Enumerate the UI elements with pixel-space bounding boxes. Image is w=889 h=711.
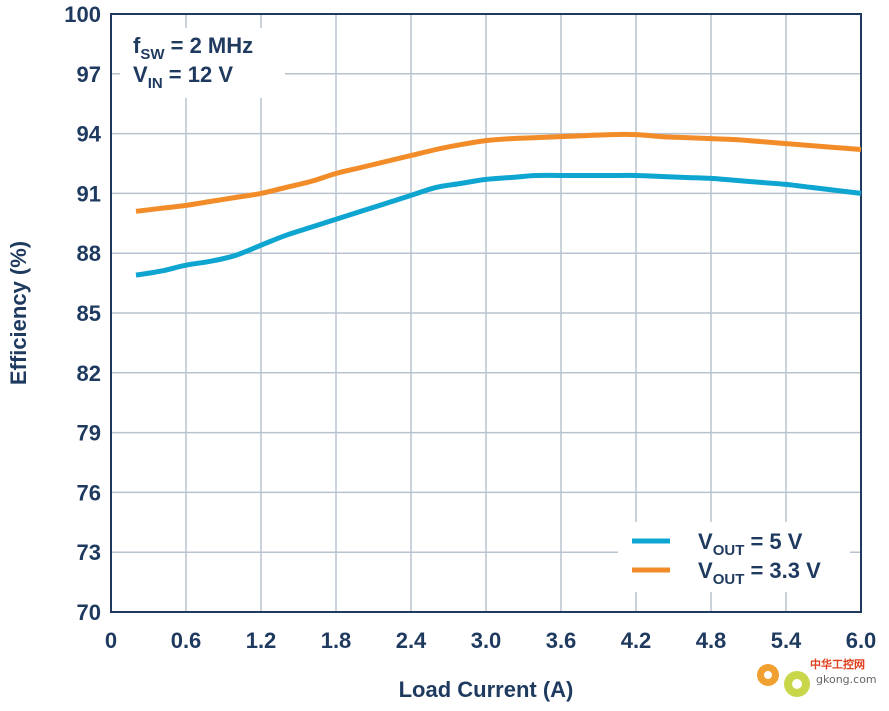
y-tick-label: 100 — [64, 2, 101, 27]
y-tick-label: 88 — [77, 241, 101, 266]
y-tick-label: 97 — [77, 62, 101, 87]
series-line-vout-3v3 — [135, 131, 862, 214]
plot-frame — [110, 13, 862, 613]
y-tick-label: 73 — [77, 540, 101, 565]
y-axis-title: Efficiency (%) — [6, 241, 31, 385]
x-axis-ticks: 0 0.6 1.2 1.8 2.4 3.0 3.6 4.2 4.8 5.4 6.0 — [105, 628, 876, 653]
watermark-cn-text: 中华工控网 — [810, 657, 865, 671]
annotation-vin: VIN = 12 V — [133, 62, 233, 92]
y-tick-label: 76 — [77, 480, 101, 505]
annotation-background — [120, 28, 285, 98]
y-tick-label: 85 — [77, 301, 101, 326]
legend-background — [618, 522, 850, 592]
x-tick-label: 1.2 — [246, 628, 277, 653]
y-tick-label: 91 — [77, 181, 101, 206]
x-tick-label: 5.4 — [771, 628, 802, 653]
x-tick-label: 4.8 — [696, 628, 727, 653]
x-tick-label: 4.2 — [621, 628, 652, 653]
x-tick-label: 1.8 — [321, 628, 352, 653]
legend-label-vout-3v3: VOUT = 3.3 V — [698, 558, 821, 588]
y-tick-label: 82 — [77, 361, 101, 386]
x-tick-label: 0.6 — [171, 628, 202, 653]
y-tick-label: 94 — [77, 122, 102, 147]
x-tick-label: 0 — [105, 628, 117, 653]
grid — [111, 14, 861, 612]
x-axis-title: Load Current (A) — [399, 677, 574, 702]
series-line-vout-5v — [135, 172, 862, 278]
y-axis-ticks: 70 73 76 79 82 85 88 91 94 97 100 — [64, 2, 101, 625]
series-lines — [135, 131, 862, 278]
annotation-fsw: fSW = 2 MHz — [133, 33, 253, 63]
y-tick-label: 79 — [77, 421, 101, 446]
x-tick-label: 3.6 — [546, 628, 577, 653]
watermark-url-text: gkong.com — [816, 673, 877, 686]
legend: VOUT = 5 V VOUT = 3.3 V — [632, 529, 821, 588]
y-tick-label: 70 — [77, 600, 101, 625]
x-tick-label: 2.4 — [396, 628, 427, 653]
x-tick-label: 3.0 — [471, 628, 502, 653]
legend-label-vout-5v: VOUT = 5 V — [698, 529, 803, 559]
x-tick-label: 6.0 — [846, 628, 877, 653]
watermark-logo: 中华工控网 gkong.com — [757, 657, 877, 697]
